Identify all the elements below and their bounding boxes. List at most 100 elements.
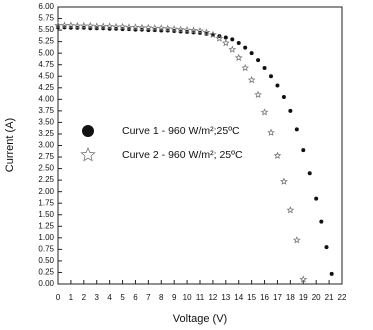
data-point (159, 28, 164, 33)
data-point (138, 23, 146, 32)
x-tick-label: 5 (120, 293, 125, 302)
data-point (243, 45, 248, 50)
data-point (131, 23, 140, 31)
data-point (209, 30, 217, 38)
y-tick-label: 2.50 (38, 164, 54, 173)
y-tick-label: 0.50 (38, 256, 54, 265)
y-tick-label: 0.25 (38, 268, 54, 277)
data-point (105, 22, 114, 30)
data-point (256, 58, 261, 63)
data-point (319, 219, 324, 224)
x-tick-label: 21 (325, 293, 334, 302)
data-point (176, 25, 185, 33)
data-point (273, 151, 282, 159)
data-point (86, 21, 95, 30)
x-tick-label: 18 (286, 293, 295, 302)
data-point (247, 75, 256, 84)
data-point (73, 21, 82, 30)
x-tick-label: 2 (82, 293, 87, 302)
data-point (92, 22, 101, 30)
x-tick-label: 17 (273, 293, 282, 302)
data-point (314, 196, 319, 201)
data-point (54, 21, 62, 29)
data-point (223, 35, 228, 40)
x-tick-label: 14 (234, 293, 243, 302)
data-point (254, 90, 262, 98)
data-point (183, 26, 191, 34)
data-point (170, 25, 179, 33)
y-tick-label: 1.50 (38, 210, 54, 219)
data-point (215, 34, 224, 42)
data-point (249, 51, 254, 56)
x-tick-label: 19 (299, 293, 308, 302)
x-tick-label: 4 (107, 293, 112, 302)
y-tick-label: 5.00 (38, 48, 54, 57)
data-point (286, 206, 295, 214)
x-tick-label: 20 (312, 293, 321, 302)
y-tick-label: 5.50 (38, 25, 54, 34)
y-tick-label: 3.50 (38, 118, 54, 127)
legend-marker (82, 125, 94, 137)
x-tick-label: 13 (221, 293, 230, 302)
y-tick-label: 6.00 (38, 2, 54, 11)
data-point (324, 245, 329, 250)
data-point (120, 27, 125, 32)
data-point (301, 148, 306, 153)
y-tick-label: 4.25 (38, 83, 54, 92)
x-tick-label: 15 (247, 293, 256, 302)
data-point (269, 74, 273, 79)
data-point (307, 171, 312, 176)
x-tick-label: 7 (146, 293, 151, 302)
data-point (68, 25, 73, 30)
data-point (60, 21, 69, 29)
data-point (267, 128, 275, 136)
x-tick-label: 3 (95, 293, 100, 302)
y-tick-label: 5.75 (38, 14, 54, 23)
x-tick-label: 11 (196, 293, 205, 302)
data-point (288, 108, 293, 113)
x-tick-label: 8 (159, 293, 164, 302)
data-point (67, 21, 75, 29)
data-point (230, 37, 235, 42)
x-tick-label: 6 (133, 293, 138, 302)
data-point (118, 22, 127, 31)
y-axis-title: Current (A) (4, 118, 16, 172)
data-point (281, 95, 286, 100)
data-point (125, 23, 133, 31)
y-tick-label: 4.75 (38, 60, 54, 69)
y-tick-label: 2.75 (38, 152, 54, 161)
legend-text: Curve 1 - 960 W/m²;25ºC (122, 125, 240, 137)
y-tick-label: 4.00 (38, 94, 54, 103)
y-tick-label: 1.00 (38, 233, 54, 242)
x-tick-label: 0 (56, 293, 61, 302)
data-point (280, 177, 288, 185)
data-point (228, 45, 237, 53)
x-tick-label: 12 (208, 293, 217, 302)
x-tick-label: 22 (338, 293, 347, 302)
y-tick-label: 0.75 (38, 244, 54, 253)
data-point (292, 236, 301, 244)
data-point (146, 28, 151, 33)
data-point (99, 22, 108, 30)
legend-text: Curve 2 - 960 W/m²; 25ºC (122, 149, 243, 161)
x-tick-label: 9 (172, 293, 177, 302)
y-tick-label: 1.25 (38, 221, 54, 230)
y-tick-label: 0.00 (38, 279, 54, 288)
y-tick-label: 3.25 (38, 129, 54, 138)
data-point (157, 24, 166, 32)
data-point (275, 83, 280, 88)
plot-frame (57, 6, 343, 285)
data-point (79, 21, 88, 30)
data-point (196, 26, 204, 35)
y-tick-label: 4.50 (38, 71, 54, 80)
x-tick-label: 1 (69, 293, 74, 302)
legend-marker (80, 146, 96, 162)
data-point (299, 275, 308, 283)
y-tick-label: 3.75 (38, 106, 54, 115)
data-point (221, 38, 230, 47)
y-tick-label: 3.00 (38, 141, 54, 150)
data-point (241, 63, 250, 72)
data-point (294, 127, 299, 132)
data-point (150, 24, 159, 32)
data-point (260, 108, 269, 116)
